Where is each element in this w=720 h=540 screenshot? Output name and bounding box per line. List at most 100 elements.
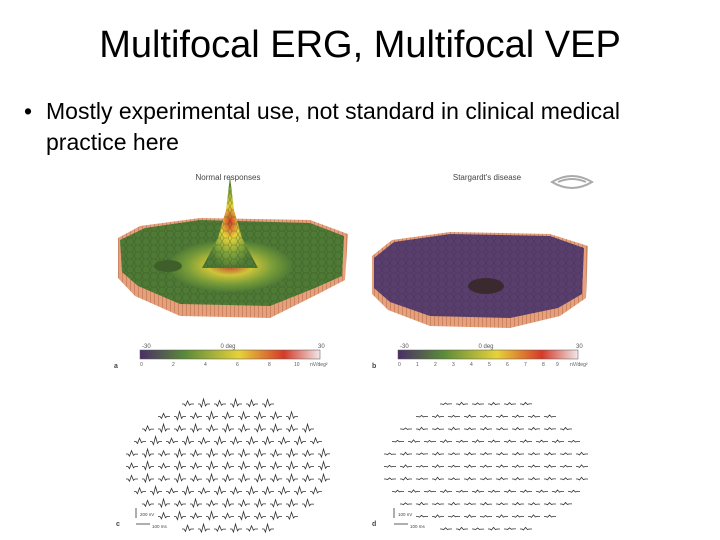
response-trace (198, 436, 210, 445)
response-trace (552, 489, 564, 493)
response-trace (310, 436, 322, 445)
response-trace (472, 402, 484, 406)
response-trace (158, 422, 170, 434)
response-trace (416, 452, 428, 456)
response-trace (520, 526, 532, 531)
response-trace (496, 414, 508, 418)
response-trace (286, 423, 298, 433)
response-trace (150, 484, 162, 496)
panel-d-letter: d (372, 521, 376, 528)
response-trace (496, 476, 508, 481)
response-trace (456, 526, 468, 531)
panel-c: 200 nV 100 ms c (116, 397, 330, 533)
panel-a-title: Normal responses (196, 173, 261, 182)
scale-tick: 4 (470, 362, 473, 368)
response-trace (480, 426, 492, 431)
response-trace (302, 497, 314, 509)
response-trace (576, 464, 588, 469)
response-trace (238, 448, 250, 458)
panel-c-scale-t: 100 ms (152, 524, 168, 529)
response-trace (552, 439, 564, 444)
response-trace (568, 439, 580, 443)
response-trace (408, 489, 420, 494)
scale-tick: 9 (556, 362, 559, 368)
response-trace (294, 485, 306, 496)
response-trace (496, 452, 508, 456)
response-trace (456, 489, 468, 493)
response-trace (158, 475, 170, 482)
response-trace (504, 527, 516, 531)
response-trace (158, 511, 170, 520)
response-trace (512, 451, 524, 456)
panel-b-foveal-depression (468, 278, 504, 294)
response-trace (416, 501, 428, 506)
response-trace (424, 439, 436, 443)
scale-unit: nV/deg² (570, 362, 588, 368)
response-trace (214, 435, 226, 446)
response-trace (286, 447, 298, 459)
response-trace (480, 501, 492, 506)
response-trace (318, 447, 330, 459)
response-trace (440, 527, 452, 531)
response-trace (416, 465, 428, 468)
response-trace (158, 497, 170, 509)
panel-a-letter: a (114, 363, 118, 370)
bullet-item: • Mostly experimental use, not standard … (24, 96, 704, 158)
response-trace (238, 423, 250, 433)
response-trace (472, 489, 484, 494)
response-trace (254, 410, 266, 421)
response-trace (408, 439, 420, 444)
panel-d-scale-t: 100 ms (410, 524, 426, 529)
response-trace (238, 460, 250, 471)
panel-b-letter: b (372, 363, 376, 370)
response-trace (456, 401, 468, 406)
response-trace (198, 522, 210, 533)
response-trace (246, 398, 258, 408)
response-trace (142, 499, 154, 508)
response-trace (270, 410, 282, 421)
response-trace (496, 514, 508, 519)
response-trace (214, 399, 226, 408)
panel-c-trace-array (126, 397, 330, 533)
response-trace (190, 461, 202, 470)
response-trace (182, 484, 194, 496)
response-trace (512, 514, 524, 518)
panel-a: Normal responses -30 0 deg 30 0 2 4 6 8 … (114, 173, 348, 370)
scale-tick: 10 (294, 362, 300, 368)
response-trace (310, 486, 322, 495)
response-trace (480, 514, 492, 518)
response-trace (174, 499, 186, 507)
response-trace (126, 462, 138, 470)
response-trace (190, 474, 202, 483)
response-trace (512, 477, 524, 481)
scale-tick: 2 (172, 362, 175, 368)
response-trace (182, 523, 194, 533)
response-trace (278, 485, 290, 496)
scale-unit: nV/deg² (310, 362, 328, 368)
panel-a-axis-left: -30 (142, 344, 151, 350)
response-trace (302, 461, 314, 470)
response-trace (520, 401, 532, 406)
panel-b-surface-grid (374, 234, 584, 318)
response-trace (294, 435, 306, 446)
response-trace (512, 427, 524, 431)
response-trace (166, 487, 178, 495)
response-trace (448, 501, 460, 506)
response-trace (206, 447, 218, 459)
response-trace (230, 397, 242, 409)
response-trace (528, 414, 540, 418)
response-trace (544, 451, 556, 456)
response-trace (464, 414, 476, 419)
response-trace (384, 452, 396, 456)
response-trace (560, 501, 572, 506)
scale-tick: 3 (452, 362, 455, 368)
panel-a-axis-right: 30 (318, 344, 325, 350)
response-trace (318, 472, 330, 484)
response-trace (270, 498, 282, 508)
panel-d: 100 nV 100 ms d (372, 401, 588, 531)
panel-d-scale-v: 100 nV (398, 512, 412, 517)
response-trace (206, 423, 218, 433)
response-trace (544, 414, 556, 418)
response-trace (190, 512, 202, 520)
panel-b-color-scale (397, 349, 579, 360)
